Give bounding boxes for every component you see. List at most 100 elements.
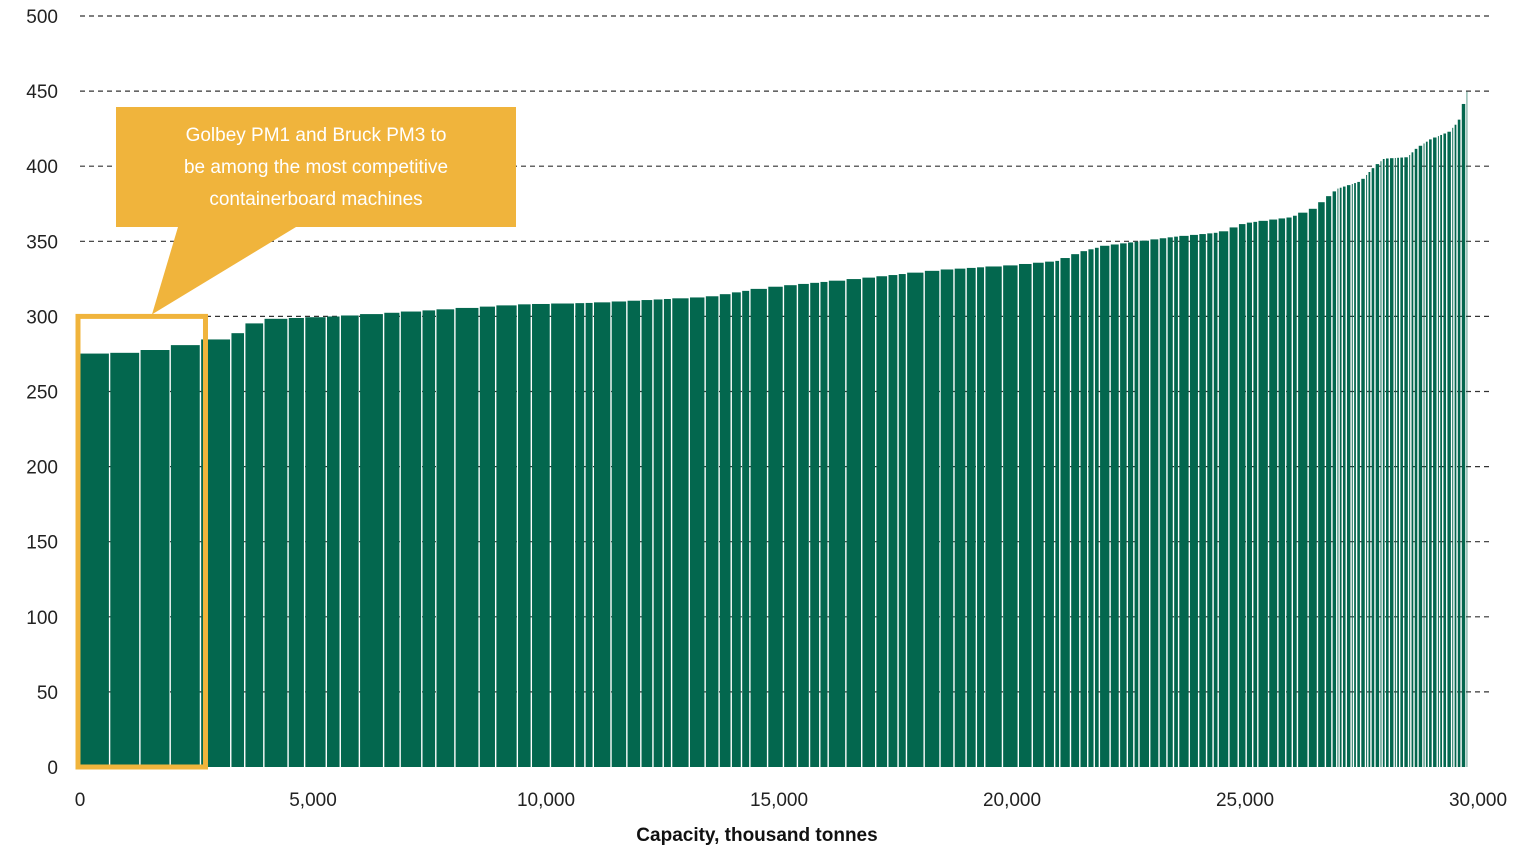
- cost-bar: [575, 303, 585, 767]
- cost-bar: [1443, 133, 1447, 768]
- cost-bar: [1159, 238, 1167, 767]
- cost-bar: [1071, 254, 1080, 768]
- cost-bar: [518, 304, 531, 767]
- cost-bar: [1339, 187, 1342, 768]
- cost-bar: [1394, 157, 1396, 767]
- cost-bar: [1351, 183, 1353, 768]
- y-tick-label: 350: [26, 232, 58, 253]
- cost-bar: [496, 305, 517, 767]
- cost-bar: [966, 267, 976, 767]
- cost-bar: [1253, 221, 1258, 767]
- cost-bar: [653, 299, 663, 767]
- cost-bar: [1454, 124, 1457, 767]
- cost-bar: [940, 269, 954, 767]
- y-tick-label: 150: [26, 533, 58, 554]
- cost-bar: [1382, 158, 1385, 767]
- cost-bar: [1269, 219, 1278, 768]
- cost-bar: [532, 303, 550, 767]
- x-tick-label: 5,000: [289, 790, 337, 811]
- cost-bar: [1308, 208, 1317, 767]
- cost-bar: [750, 288, 767, 767]
- cost-bar: [400, 311, 422, 767]
- cost-bar: [1150, 239, 1159, 767]
- cost-bar: [1440, 134, 1443, 768]
- cost-bar: [1286, 217, 1292, 768]
- cost-bar: [1326, 196, 1332, 767]
- bars-group: [80, 91, 1468, 768]
- cost-bar: [1361, 178, 1365, 768]
- cost-bar: [1380, 161, 1382, 767]
- cost-bar: [1425, 141, 1428, 767]
- cost-bar: [1110, 244, 1119, 767]
- cost-bar: [1199, 234, 1206, 767]
- y-tick-label: 400: [26, 157, 58, 178]
- cost-bar: [551, 303, 574, 767]
- cost-bar: [1366, 174, 1368, 767]
- callout-text-line: containerboard machines: [209, 189, 422, 210]
- cost-bar: [611, 301, 627, 767]
- cost-bar: [1120, 243, 1127, 768]
- cost-bar: [1342, 186, 1346, 767]
- cost-bar: [862, 277, 875, 767]
- y-tick-label: 300: [26, 307, 58, 328]
- cost-bar: [1128, 242, 1134, 767]
- cost-bar: [264, 318, 288, 767]
- cost-bar: [1246, 222, 1252, 768]
- cost-bar: [384, 312, 400, 767]
- cost-bar: [1368, 172, 1371, 767]
- cost-bar: [1423, 143, 1425, 767]
- cost-bar: [1292, 215, 1297, 767]
- cost-bar: [479, 306, 495, 767]
- y-tick-label: 100: [26, 608, 58, 629]
- cost-bar: [742, 290, 750, 767]
- cost-bar: [231, 333, 245, 767]
- cost-bar: [1094, 247, 1099, 767]
- cost-bar: [1018, 263, 1032, 767]
- cost-bar: [977, 267, 985, 767]
- cost-bar: [784, 285, 797, 767]
- cost-bar: [1100, 245, 1110, 768]
- y-tick-label: 450: [26, 82, 58, 103]
- cost-bar: [1229, 227, 1238, 768]
- cost-bar: [1318, 202, 1325, 767]
- cost-bar: [1418, 145, 1423, 767]
- cost-bar: [888, 275, 898, 767]
- cost-bar: [1134, 241, 1139, 767]
- highlight-box: [75, 313, 208, 770]
- cost-bar: [705, 296, 719, 767]
- cost-bar: [1390, 158, 1394, 768]
- cost-bar: [1461, 103, 1466, 767]
- cost-bar: [1298, 212, 1308, 767]
- cost-bar: [876, 276, 888, 767]
- y-tick-label: 250: [26, 383, 58, 404]
- cost-bar: [1218, 231, 1229, 767]
- cost-bar: [436, 309, 455, 767]
- callout-box: [116, 107, 516, 227]
- x-axis-ticks: 0 5,000 10,000 15,000 20,000 25,000 30,000: [75, 790, 1507, 811]
- cost-bar: [1409, 154, 1411, 768]
- cost-bar: [1346, 185, 1351, 768]
- cost-bar: [170, 345, 200, 767]
- cost-bar: [326, 316, 340, 767]
- cost-bar: [80, 353, 109, 767]
- cost-bar: [1437, 136, 1439, 767]
- cost-bar: [288, 317, 304, 767]
- cost-bar: [305, 317, 326, 767]
- cost-bar: [1213, 232, 1218, 768]
- x-tick-label: 15,000: [750, 790, 808, 811]
- cost-bar: [828, 280, 846, 767]
- cost-bar: [898, 274, 906, 767]
- y-tick-label: 0: [47, 758, 58, 779]
- x-tick-label: 0: [75, 790, 86, 811]
- cost-bar: [627, 300, 641, 767]
- cost-bar: [1080, 251, 1088, 767]
- x-tick-label: 20,000: [983, 790, 1041, 811]
- cost-bar: [1060, 258, 1070, 767]
- cost-bar: [846, 279, 862, 767]
- cost-bar: [1414, 148, 1418, 767]
- cost-bar: [1045, 261, 1054, 767]
- x-axis-label: Capacity, thousand tonnes: [636, 825, 877, 846]
- callout-annotation: Golbey PM1 and Bruck PM3 to be among the …: [116, 107, 516, 315]
- cost-bar: [1003, 265, 1018, 767]
